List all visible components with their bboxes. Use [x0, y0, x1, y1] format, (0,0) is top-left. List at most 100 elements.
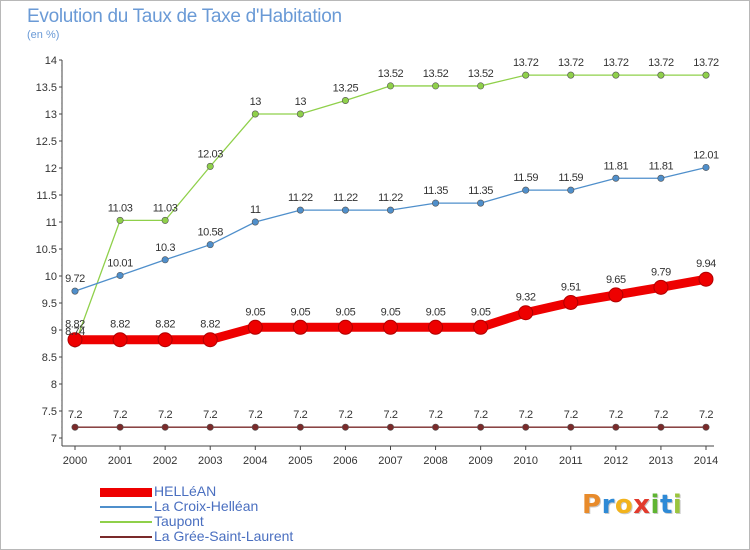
data-point [251, 423, 259, 431]
y-tick-label: 7 [51, 433, 57, 445]
data-label: 7.2 [68, 409, 82, 421]
data-point [71, 287, 79, 295]
x-tick-label: 2002 [153, 455, 177, 467]
x-tick-label: 2003 [198, 455, 222, 467]
data-point [522, 186, 530, 194]
data-point [383, 319, 398, 335]
data-label: 9.51 [561, 281, 581, 293]
data-point [657, 71, 665, 79]
data-label: 13.72 [558, 57, 584, 69]
data-point [386, 206, 394, 214]
data-point [657, 174, 665, 182]
data-label: 10.3 [155, 242, 175, 254]
data-label: 11.03 [153, 202, 178, 214]
series-2 [71, 71, 710, 348]
data-point [477, 423, 485, 431]
chart-unit: (en %) [27, 29, 60, 41]
data-label: 7.2 [338, 409, 352, 421]
data-point [296, 423, 304, 431]
series-0 [67, 271, 714, 348]
legend-swatch [100, 506, 152, 508]
data-point [341, 206, 349, 214]
data-point [567, 71, 575, 79]
data-label: 9.05 [381, 306, 401, 318]
data-point [653, 279, 669, 295]
legend-label: La Grée-Saint-Laurent [154, 528, 294, 544]
data-label: 13.72 [513, 57, 539, 69]
data-point [206, 162, 214, 170]
data-point [432, 423, 440, 431]
data-label: 8.82 [110, 319, 130, 331]
y-tick-label: 13.5 [36, 82, 57, 94]
chart-title: Evolution du Taux de Taxe d'Habitation [27, 6, 342, 27]
data-label: 8.82 [155, 319, 175, 331]
data-point [428, 319, 444, 335]
data-label: 12.03 [197, 148, 223, 160]
data-label: 11.81 [603, 160, 628, 172]
x-tick-label: 2009 [468, 455, 492, 467]
data-label: 11.59 [513, 172, 538, 184]
data-label: 8.74 [65, 326, 85, 338]
data-point [608, 287, 624, 303]
logo-letter: P [582, 490, 602, 520]
data-label: 7.2 [654, 409, 668, 421]
data-label: 9.79 [651, 266, 671, 278]
data-point [702, 163, 710, 171]
x-tick-label: 2006 [333, 455, 357, 467]
data-point [161, 256, 169, 264]
logo-letter: i [650, 490, 660, 520]
data-label: 11.03 [108, 202, 133, 214]
data-point [698, 271, 714, 287]
data-point [161, 216, 169, 224]
y-tick-label: 14 [45, 55, 57, 67]
y-tick-label: 9 [51, 325, 57, 337]
y-tick-label: 9.5 [42, 298, 57, 310]
data-point [473, 319, 489, 335]
data-label: 13.72 [603, 57, 629, 69]
data-point [386, 423, 394, 431]
legend-swatch [100, 521, 152, 523]
data-label: 8.82 [200, 319, 220, 331]
logo-letter: i [672, 490, 683, 520]
logo-letter: o [614, 490, 634, 520]
data-label: 13 [295, 96, 307, 108]
legend-label: La Croix-Helléan [154, 498, 259, 514]
data-point [702, 71, 710, 79]
x-tick-label: 2010 [513, 455, 537, 467]
data-label: 11.81 [649, 160, 674, 172]
series-1 [71, 163, 710, 295]
data-label: 11.35 [468, 185, 493, 197]
data-label: 9.65 [606, 274, 626, 286]
y-tick-label: 11 [46, 217, 57, 229]
y-tick-label: 7.5 [42, 406, 57, 418]
data-label: 7.2 [158, 409, 172, 421]
data-label: 11.59 [558, 172, 583, 184]
y-tick-label: 10.5 [36, 244, 57, 256]
data-point [206, 423, 214, 431]
data-label: 11.22 [378, 192, 403, 204]
data-point [292, 319, 308, 335]
data-label: 9.05 [426, 306, 446, 318]
data-point [477, 82, 485, 90]
data-point [477, 199, 485, 207]
data-point [386, 82, 394, 90]
data-point [202, 332, 218, 348]
data-point [518, 305, 534, 321]
data-point [612, 174, 620, 182]
x-tick-label: 2007 [378, 455, 402, 467]
data-point [341, 97, 349, 105]
data-label: 7.2 [474, 409, 488, 421]
x-tick-label: 2005 [288, 455, 312, 467]
x-tick-label: 2004 [243, 455, 267, 467]
data-label: 9.05 [245, 306, 265, 318]
logo-letter: t [659, 490, 673, 520]
data-label: 7.2 [429, 409, 443, 421]
logo-letter: r [601, 490, 615, 520]
y-tick-label: 11.5 [36, 190, 57, 202]
data-label: 7.2 [564, 409, 578, 421]
x-tick-label: 2011 [559, 455, 583, 467]
data-point [116, 271, 124, 279]
data-label: 13.72 [648, 57, 674, 69]
